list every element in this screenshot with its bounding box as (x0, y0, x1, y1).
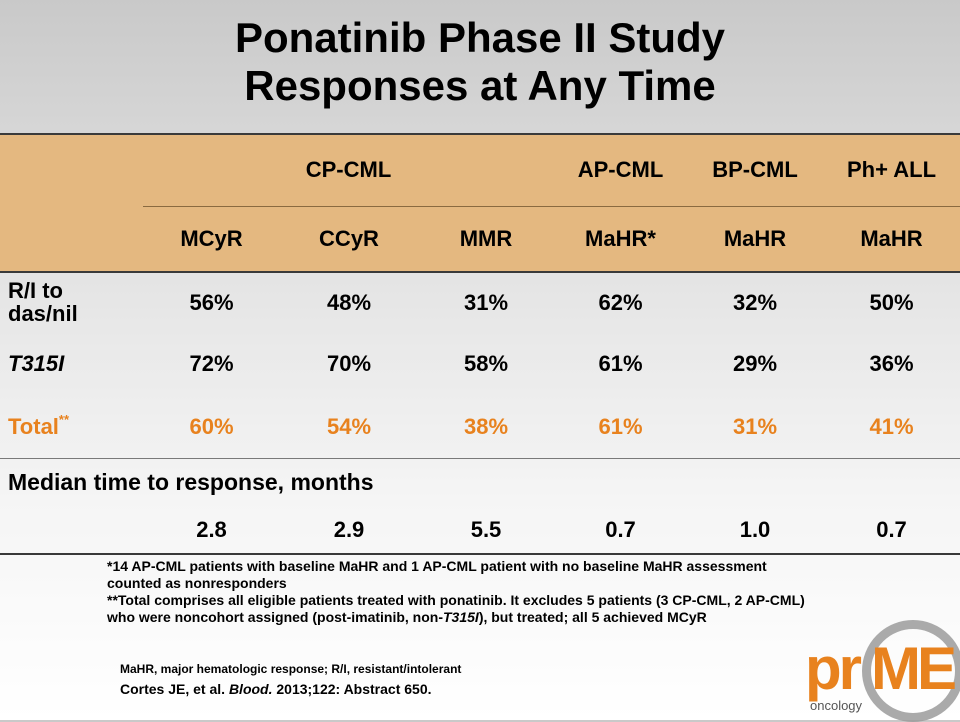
citation-journal: Blood. (228, 681, 273, 697)
table-cell: 32% (732, 289, 778, 315)
title-line-2: Responses at Any Time (244, 62, 716, 109)
subheader-ccyr: CCyR (280, 205, 418, 273)
table-cell: 0.7 (823, 506, 960, 555)
logo-text-pr: pr (805, 635, 862, 702)
group-header-bp-cml: BP-CML (687, 133, 823, 206)
group-header-ap-cml: AP-CML (554, 133, 687, 206)
table-row: T315I 72% 70% 58% 61% 29% 36% (0, 332, 960, 396)
table-cell: 56% (189, 289, 234, 315)
group-header-ph-all: Ph+ ALL (823, 133, 960, 206)
table-cell: 36% (869, 351, 914, 376)
table-cell: 2.8 (143, 506, 280, 555)
logo-text-oncology: oncology (810, 698, 863, 713)
table-row: R/I to das/nil 56% 48% 31% 62% 32% 50% (0, 272, 960, 332)
row-label-total-text: Total (8, 413, 59, 439)
table-cell: 48% (326, 289, 372, 315)
table-cell: 61% (554, 396, 687, 459)
subheader-mahr-ph: MaHR (823, 205, 960, 273)
citation-rest: 2013;122: Abstract 650. (272, 681, 432, 697)
median-blank-cell (0, 506, 143, 555)
header-corner-lower (0, 206, 143, 273)
footnotes: *14 AP-CML patients with baseline MaHR a… (107, 558, 917, 626)
median-values-row: 2.8 2.9 5.5 0.7 1.0 0.7 (0, 506, 960, 555)
footnote-1-line-1: *14 AP-CML patients with baseline MaHR a… (107, 558, 767, 574)
table-cell: 72% (189, 351, 234, 376)
table-cell: 70% (326, 351, 372, 376)
header-corner (0, 133, 143, 206)
table-cell: 38% (418, 396, 554, 459)
table-cell: 60% (143, 396, 280, 459)
title-line-1: Ponatinib Phase II Study (234, 14, 726, 61)
prime-oncology-logo: pr ME oncology (805, 620, 960, 722)
table-cell: 50% (869, 289, 914, 315)
table-cell: 31% (687, 396, 823, 459)
table-cell: 29% (732, 351, 778, 376)
subheader-mahr-ap: MaHR* (554, 205, 687, 273)
group-header-cp-cml: CP-CML (143, 133, 554, 206)
table-cell: 41% (823, 396, 960, 459)
table-cell: 2.9 (280, 506, 418, 555)
row-label-ri-line1: R/I to (8, 277, 63, 303)
footnote-2-italic: T315I (443, 609, 479, 625)
slide-title: Ponatinib Phase II Study Responses at An… (0, 14, 960, 110)
footnote-2-line-1: **Total comprises all eligible patients … (107, 592, 805, 608)
row-label-total: Total** (0, 396, 143, 459)
abbreviations: MaHR, major hematologic response; R/I, r… (120, 662, 462, 676)
table-cell: 58% (463, 351, 509, 376)
row-label-ri: R/I to das/nil (0, 272, 143, 332)
row-label-t315i: T315I (8, 351, 65, 376)
table-row-total: Total** 60% 54% 38% 61% 31% 41% (0, 396, 960, 459)
logo-ring (862, 620, 960, 722)
table-cell: 54% (280, 396, 418, 459)
table-cell: 61% (598, 351, 643, 376)
footnote-2-pre: who were noncohort assigned (post-imatin… (107, 609, 443, 625)
footnote-2-post: ), but treated; all 5 achieved MCyR (478, 609, 707, 625)
footnote-1-line-2: counted as nonresponders (107, 575, 287, 591)
table-cell: 0.7 (554, 506, 687, 555)
logo-text-me: ME (871, 635, 957, 702)
subheader-mcyr: MCyR (143, 205, 280, 273)
table-header-metrics: MCyR CCyR MMR MaHR* MaHR MaHR (0, 205, 960, 273)
row-label-total-sup: ** (58, 411, 70, 427)
table-header-groups: CP-CML AP-CML BP-CML Ph+ ALL (0, 133, 960, 206)
table-cell: 31% (463, 289, 509, 315)
table-cell: 62% (598, 289, 643, 315)
median-label-row: Median time to response, months (0, 458, 960, 506)
median-label: Median time to response, months (8, 468, 374, 495)
subheader-mahr-bp: MaHR (687, 205, 823, 273)
table-cell: 1.0 (687, 506, 823, 555)
table-cell: 5.5 (418, 506, 554, 555)
footnote-2-line-2: who were noncohort assigned (post-imatin… (107, 609, 917, 626)
subheader-mmr: MMR (418, 205, 554, 273)
response-table: CP-CML AP-CML BP-CML Ph+ ALL MCyR CCyR M… (0, 133, 960, 555)
citation: Cortes JE, et al. Blood. 2013;122: Abstr… (120, 681, 432, 697)
row-label-ri-line2: das/nil (8, 300, 78, 326)
citation-authors: Cortes JE, et al. (120, 681, 229, 697)
